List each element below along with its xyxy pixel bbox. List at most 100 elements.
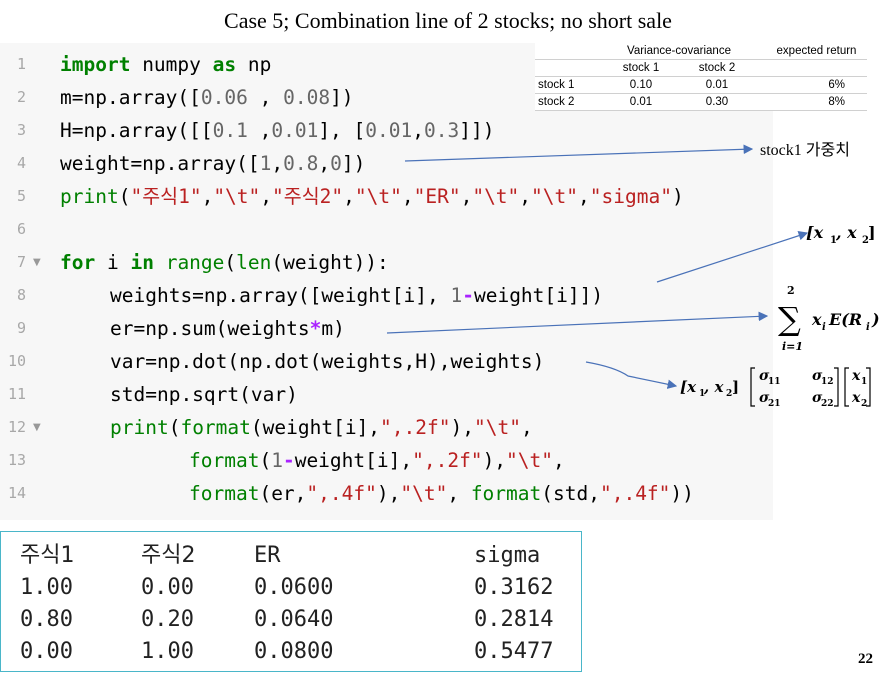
line-number: 14: [7, 484, 26, 502]
code-line-8: weights=np.array([weight[i], 1-weight[i]…: [110, 284, 604, 307]
arrow-weight: [404, 144, 754, 162]
svg-text:2: 2: [726, 389, 732, 399]
svg-text:): ): [871, 310, 880, 329]
code-line-3: H=np.array([[0.1 ,0.01], [0.01,0.3]]): [60, 119, 495, 142]
line-number: 12: [7, 418, 26, 436]
svg-text:[𝒙: [𝒙: [806, 223, 824, 242]
svg-text:x: x: [811, 310, 822, 329]
code-line-14: format(er,",.4f"),"\t", format(std,",.4f…: [189, 482, 694, 505]
cell: 0.30: [679, 93, 755, 111]
arrow-weights: [656, 231, 809, 283]
svg-text:, 𝒙: , 𝒙: [835, 223, 857, 242]
slide-title: Case 5; Combination line of 2 stocks; no…: [224, 8, 672, 33]
svg-text:i: i: [822, 322, 826, 333]
svg-text:]: ]: [732, 378, 739, 396]
line-number: 4: [16, 154, 26, 172]
svg-text:22: 22: [821, 399, 834, 409]
code-editor: 1 2 3 4 5 6 7 8 9 10 11 12 13 14 ▼ ▼ imp…: [0, 43, 773, 520]
variance-covariance-table: Variance-covariance expected return stoc…: [535, 43, 867, 111]
col-header-stock2: stock 2: [679, 59, 755, 77]
line-number: 5: [16, 187, 26, 205]
line-number: 1: [16, 55, 26, 73]
code-line-11: std=np.sqrt(var): [110, 383, 298, 406]
code-line-1: import numpy as np: [60, 53, 272, 76]
svg-text:x: x: [851, 390, 861, 406]
cell: 0.10: [603, 76, 679, 94]
output-cell: 0.0640: [254, 607, 334, 632]
output-header: 주식1: [20, 543, 75, 568]
line-number: 9: [16, 319, 26, 337]
code-line-9: er=np.sum(weights*m): [110, 317, 345, 340]
row-label: stock 1: [535, 76, 603, 94]
output-header: sigma: [474, 543, 541, 568]
line-number: 10: [7, 352, 26, 370]
fold-arrow-icon[interactable]: ▼: [33, 422, 41, 433]
line-number: 7: [16, 253, 26, 271]
svg-text:i=1: i=1: [782, 340, 803, 353]
col-header-stock1: stock 1: [603, 59, 679, 77]
code-line-2: m=np.array([0.06 , 0.08]): [60, 86, 354, 109]
output-header: ER: [254, 543, 281, 568]
svg-text:∑: ∑: [778, 300, 801, 338]
output-cell: 0.0600: [254, 575, 334, 600]
line-number: 11: [7, 385, 26, 403]
code-line-12: print(format(weight[i],",.2f"),"\t",: [110, 416, 533, 439]
cell: 6%: [755, 76, 867, 94]
output-cell: 1.00: [20, 575, 73, 600]
svg-text:i: i: [866, 322, 870, 333]
svg-text:]: ]: [868, 223, 876, 242]
output-cell: 0.5477: [474, 639, 554, 664]
output-cell: 0.20: [141, 607, 194, 632]
output-cell: 0.0800: [254, 639, 334, 664]
arrow-var: [585, 361, 678, 389]
code-line-5: print("주식1","\t","주식2","\t","ER","\t","\…: [60, 185, 684, 208]
svg-text:[x: [x: [680, 378, 697, 396]
svg-text:σ: σ: [759, 390, 770, 406]
output-cell: 0.00: [20, 639, 73, 664]
svg-text:21: 21: [768, 399, 781, 409]
cell: 8%: [755, 93, 867, 111]
output-cell: 1.00: [141, 639, 194, 664]
vc-header: Variance-covariance: [603, 43, 755, 60]
page-number: 22: [858, 651, 873, 667]
output-cell: 0.3162: [474, 575, 554, 600]
svg-text:σ: σ: [812, 390, 823, 406]
svg-text:2: 2: [787, 284, 795, 297]
svg-text:1: 1: [861, 377, 867, 387]
row-label: stock 2: [535, 93, 603, 111]
code-line-4: weight=np.array([1,0.8,0]): [60, 152, 366, 175]
sum-formula: 2 ∑ i=1 x i E(R i ): [778, 284, 880, 353]
svg-text:𝟐: 𝟐: [862, 235, 869, 246]
output-header: 주식2: [141, 543, 196, 568]
code-line-7: for i in range(len(weight)):: [60, 251, 389, 274]
cell: 0.01: [679, 76, 755, 94]
fold-arrow-icon[interactable]: ▼: [33, 257, 41, 268]
code-line-13: format(1-weight[i],",.2f"),"\t",: [189, 449, 565, 472]
vector-x-annotation: [𝒙 𝟏 , 𝒙 𝟐 ]: [806, 223, 876, 246]
cell: 0.01: [603, 93, 679, 111]
svg-text:σ: σ: [812, 368, 823, 384]
weight-note: stock1 가중치: [760, 141, 850, 159]
line-number: 13: [7, 451, 26, 469]
line-number: 8: [16, 286, 26, 304]
svg-text:12: 12: [821, 377, 834, 387]
svg-text:11: 11: [768, 377, 781, 387]
line-number: 2: [16, 88, 26, 106]
svg-text:x: x: [851, 368, 861, 384]
svg-text:E(R: E(R: [828, 310, 862, 329]
svg-text:σ: σ: [759, 368, 770, 384]
svg-text:2: 2: [861, 399, 867, 409]
output-cell: 0.00: [141, 575, 194, 600]
svg-text:𝟏: 𝟏: [830, 235, 837, 246]
code-line-10: var=np.dot(np.dot(weights,H),weights): [110, 350, 545, 373]
program-output: 주식1 주식2 ER sigma 1.00 0.00 0.0600 0.3162…: [0, 531, 582, 672]
line-number: 3: [16, 121, 26, 139]
line-number: 6: [16, 220, 26, 238]
svg-text:, x: , x: [703, 378, 724, 396]
arrow-er: [386, 311, 769, 334]
er-header: expected return: [755, 43, 867, 60]
output-cell: 0.80: [20, 607, 73, 632]
svg-text:1: 1: [699, 389, 705, 399]
